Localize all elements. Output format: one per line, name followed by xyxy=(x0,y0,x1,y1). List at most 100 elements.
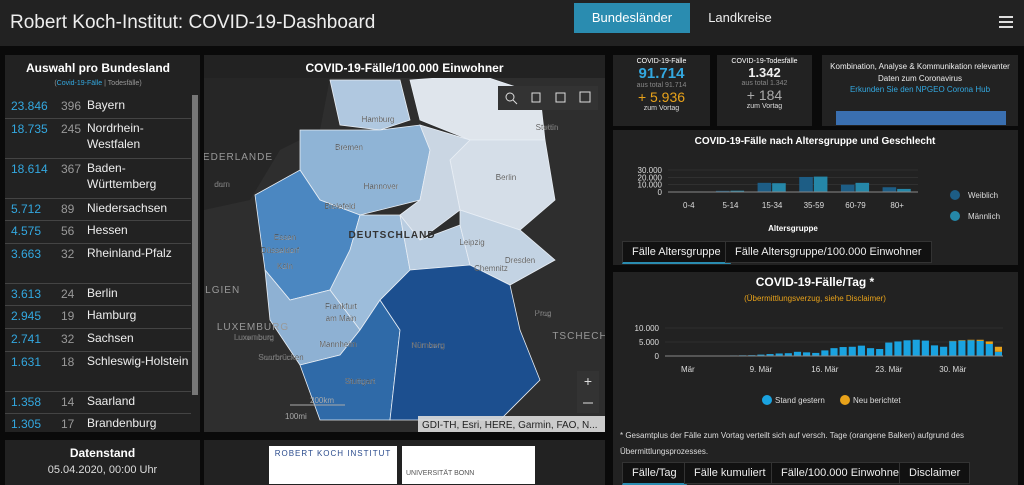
x-tick-label: 0-4 xyxy=(683,201,695,210)
scale-km: 200km xyxy=(310,396,334,405)
tab[interactable]: Fälle kumuliert xyxy=(684,462,776,484)
bonn-logo[interactable]: UNIVERSITÄT BONN xyxy=(402,446,535,484)
icon-strip xyxy=(836,111,1006,125)
rki-logo[interactable]: ROBERT KOCH INSTITUT xyxy=(269,446,397,484)
tab[interactable]: Fälle Altersgruppe xyxy=(622,241,731,264)
cases: 1.358 xyxy=(11,394,42,409)
punct: ) xyxy=(139,80,142,87)
bar xyxy=(897,188,911,192)
cases: 1.305 xyxy=(11,417,42,432)
bar-segment xyxy=(994,351,1002,356)
bar xyxy=(840,184,855,192)
state-row[interactable]: 1.358 14 Saarland xyxy=(5,391,191,415)
deaths: 56 xyxy=(61,224,75,239)
bonn-text: UNIVERSITÄT BONN xyxy=(406,470,475,477)
bar-segment xyxy=(885,342,893,356)
map-label: Hannover xyxy=(364,182,399,191)
region[interactable] xyxy=(379,264,541,421)
y-tick-label: 10.000 xyxy=(638,181,663,190)
map-label: Düsseldorf xyxy=(261,246,300,255)
legend-label: Männlich xyxy=(968,212,1000,221)
datenstand-value: 05.04.2020, 00:00 Uhr xyxy=(47,464,158,476)
svg-text:+: + xyxy=(584,373,592,389)
bar xyxy=(813,176,828,192)
x-tick-label: 16. Mär xyxy=(811,365,838,374)
map-label: Bremen xyxy=(335,143,363,152)
kpi-delta-label: zum Vortag xyxy=(643,105,680,112)
map-label: DEUTSCHLAND xyxy=(348,230,435,241)
zoom-in[interactable] xyxy=(577,371,599,393)
tab[interactable]: Fälle/100.000 Einwohner xyxy=(771,462,913,484)
bar-segment xyxy=(757,354,765,356)
bar-segment xyxy=(839,347,847,356)
cases: 3.613 xyxy=(11,286,42,301)
bar xyxy=(799,176,813,192)
bar-segment xyxy=(812,352,820,356)
map-label: LUXEMBURG xyxy=(217,322,289,333)
state-row[interactable]: 2.945 19 Hamburg xyxy=(5,305,191,329)
map-label: NIEDERLANDE xyxy=(204,152,273,163)
map[interactable]: Hamburg Stettin Bremen Hannover Berlin Bielef… xyxy=(204,78,605,432)
bar-segment xyxy=(784,353,792,356)
kpi-total: aus total 1.342 xyxy=(741,80,788,87)
legend-label: Neu berichtet xyxy=(853,396,901,405)
scrollbar[interactable] xyxy=(192,95,198,395)
bar-segment xyxy=(958,340,966,356)
map-label: Essen xyxy=(274,233,296,242)
state-row[interactable]: 2.741 32 Sachsen xyxy=(5,328,191,352)
tab[interactable]: Fälle Altersgruppe/100.000 Einwohner xyxy=(725,241,932,263)
state-row[interactable]: 3.613 24 Berlin xyxy=(5,283,191,307)
kpi-value: 91.714 xyxy=(638,65,685,82)
state-row[interactable]: 18.735 245 Nordrhein-Westfalen xyxy=(5,118,191,159)
tab[interactable]: Landkreise xyxy=(708,10,772,25)
logo-panel: ROBERT KOCH INSTITUT UNIVERSITÄT BONN xyxy=(204,440,605,485)
state-row[interactable]: 1.631 18 Schleswig-Holstein xyxy=(5,351,191,392)
deaths: 396 xyxy=(61,99,82,113)
bar-segment xyxy=(976,340,984,356)
map-label: dam xyxy=(214,180,230,189)
chart-title: COVID-19-Fälle nach Altersgruppe und Ges… xyxy=(695,136,936,147)
hub-link[interactable]: Erkunden Sie den NPGEO Corona Hub xyxy=(849,85,991,94)
state-row[interactable]: 4.575 56 Hessen xyxy=(5,220,191,244)
state-row[interactable]: 3.663 32 Rheinland-Pfalz xyxy=(5,243,191,284)
state-row[interactable]: 23.846 396 Bayern xyxy=(5,95,191,119)
cases: 1.631 xyxy=(11,354,42,369)
region[interactable] xyxy=(329,79,411,131)
state-list-panel: Auswahl pro Bundesland (Covid-19-Fälle |… xyxy=(5,55,200,432)
cases: 23.846 xyxy=(11,99,48,113)
x-tick-label: 23. Mär xyxy=(875,365,902,374)
kpi-total: aus total 91.714 xyxy=(636,82,687,89)
tab[interactable]: Disclaimer xyxy=(899,462,971,484)
bar xyxy=(757,182,772,192)
state-name: Sachsen xyxy=(87,331,134,345)
tab[interactable]: Bundesländer xyxy=(574,3,690,33)
cases: 2.945 xyxy=(11,309,42,324)
bar-segment xyxy=(921,340,929,356)
state-row[interactable]: 1.305 17 Brandenburg xyxy=(5,413,191,432)
y-tick-label: 30.000 xyxy=(638,166,663,175)
y-tick-label: 0 xyxy=(658,188,663,197)
legend-swatch xyxy=(762,395,772,405)
x-tick-label: 80+ xyxy=(890,201,904,210)
header: Robert Koch-Institut: COVID-19-Dashboard… xyxy=(0,0,1024,46)
legend-deaths: Todesfälle xyxy=(107,80,140,87)
map-toolbar[interactable] xyxy=(498,86,598,110)
state-name: Rheinland-Pfalz xyxy=(87,245,172,260)
bar xyxy=(730,190,745,192)
y-tick-label: 5.000 xyxy=(639,338,660,347)
map-label: Bielefeld xyxy=(325,202,356,211)
map-label: Hamburg xyxy=(362,115,395,124)
bar-segment xyxy=(976,339,984,341)
state-row[interactable]: 18.614 367 Baden-Württemberg xyxy=(5,158,191,199)
rows: 23.846 396 Bayern 18.735 245 Nordrhein-Westfa… xyxy=(5,95,191,432)
deaths: 32 xyxy=(61,246,75,261)
x-tick-label: 9. Mär xyxy=(750,365,773,374)
menu-icon[interactable] xyxy=(998,14,1014,30)
bar-segment xyxy=(903,340,911,356)
tab[interactable]: Fälle/Tag xyxy=(622,462,687,485)
state-row[interactable]: 5.712 89 Niedersachsen xyxy=(5,198,191,222)
datenstand-title: Datenstand xyxy=(69,446,136,460)
x-tick-label: 30. Mär xyxy=(939,365,966,374)
